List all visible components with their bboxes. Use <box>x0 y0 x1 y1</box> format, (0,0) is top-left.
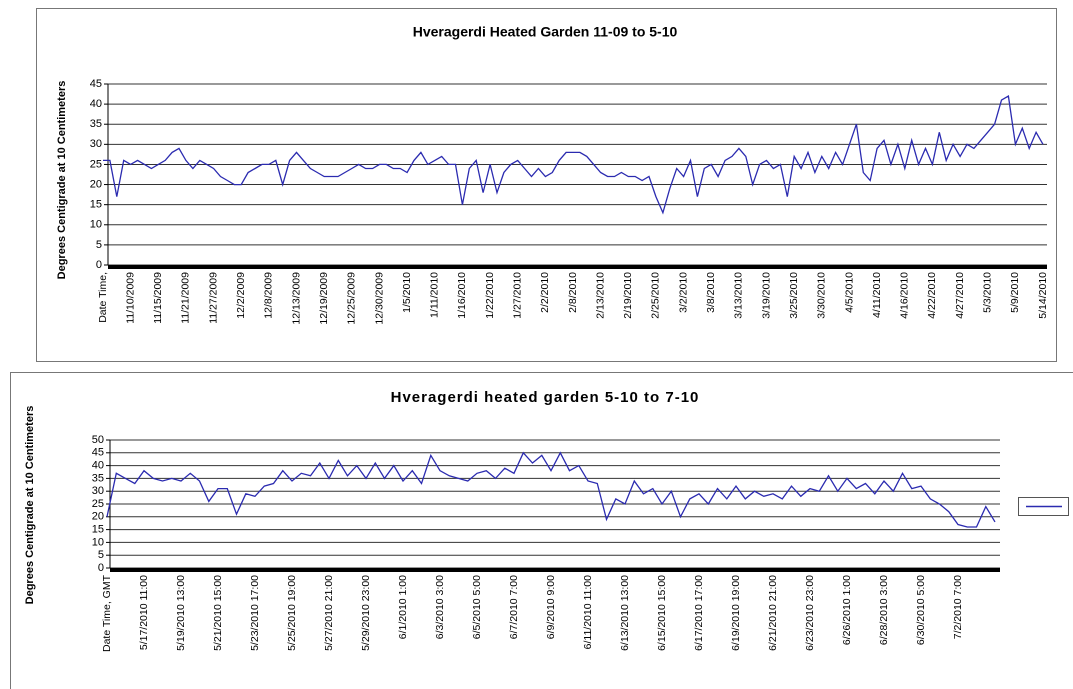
x-tick-label: 5/17/2010 11:00 <box>138 575 150 650</box>
x-tick-label: 1/11/2010 <box>429 272 441 318</box>
y-tick-label: 30 <box>90 138 102 150</box>
x-tick-label: 5/14/2010 <box>1037 272 1049 319</box>
x-tick-label: 7/2/2010 7:00 <box>952 575 964 639</box>
y-tick-label: 10 <box>90 219 102 231</box>
y-tick-label: 5 <box>98 549 104 561</box>
x-tick-label: 3/13/2010 <box>733 272 745 319</box>
y-axis-label: Degrees Centigrade at 10 Centimeters <box>56 81 68 280</box>
x-tick-label: 5/27/2010 21:00 <box>323 575 335 651</box>
y-tick-label: 25 <box>92 498 104 510</box>
y-tick-label: 5 <box>96 239 102 251</box>
x-tick-label: 6/1/2010 1:00 <box>397 575 409 639</box>
y-tick-label: 50 <box>92 434 104 446</box>
x-tick-label: 6/11/2010 11:00 <box>582 575 594 650</box>
x-tick-label: 12/13/2009 <box>290 272 302 325</box>
y-tick-label: 20 <box>92 511 104 523</box>
y-tick-label: 40 <box>92 460 104 472</box>
chart-frame <box>10 372 1073 689</box>
x-tick-label: 6/9/2010 9:00 <box>545 575 557 639</box>
x-tick-label: 11/21/2009 <box>180 272 192 324</box>
y-axis-label: Degrees Centigrade at 10 Centimeters <box>24 406 36 605</box>
y-tick-label: 45 <box>92 447 104 459</box>
x-tick-label: 4/27/2010 <box>954 272 966 319</box>
x-tick-label: 2/8/2010 <box>567 272 579 313</box>
chart-title: Hveragerdi heated garden 5-10 to 7-10 <box>391 389 700 406</box>
x-tick-label: 3/8/2010 <box>705 272 717 313</box>
x-tick-label: 1/16/2010 <box>456 272 468 319</box>
x-tick-label: 2/13/2010 <box>594 272 606 319</box>
x-tick-label: 6/13/2010 13:00 <box>619 575 631 651</box>
x-tick-label: 3/25/2010 <box>788 272 800 319</box>
x-tick-label: Date Time, GMT <box>101 574 113 652</box>
x-tick-label: 4/22/2010 <box>926 272 938 319</box>
y-tick-label: 35 <box>92 472 104 484</box>
x-tick-label: 3/2/2010 <box>677 272 689 313</box>
y-tick-label: 0 <box>98 562 104 574</box>
y-tick-label: 30 <box>92 485 104 497</box>
x-tick-label: Date Time, <box>97 272 109 323</box>
x-tick-label: 5/21/2010 15:00 <box>212 575 224 651</box>
x-tick-label: 5/9/2010 <box>1009 272 1021 313</box>
x-tick-label: 6/5/2010 5:00 <box>471 575 483 639</box>
x-tick-label: 4/5/2010 <box>843 272 855 313</box>
x-tick-label: 11/10/2009 <box>124 272 136 324</box>
x-tick-label: 2/25/2010 <box>650 272 662 319</box>
y-tick-label: 45 <box>90 78 102 90</box>
x-tick-label: 12/8/2009 <box>263 272 275 319</box>
data-line <box>106 451 996 528</box>
chart-title: Hveragerdi Heated Garden 11-09 to 5-10 <box>413 24 678 40</box>
x-tick-label: 6/17/2010 17:00 <box>693 575 705 651</box>
x-tick-label: 4/11/2010 <box>871 272 883 318</box>
x-tick-label: 6/15/2010 15:00 <box>656 575 668 651</box>
y-tick-label: 35 <box>90 118 102 130</box>
x-tick-label: 11/15/2009 <box>152 272 164 324</box>
x-tick-label: 5/25/2010 19:00 <box>286 575 298 651</box>
x-tick-label: 2/2/2010 <box>539 272 551 313</box>
x-tick-label: 4/16/2010 <box>899 272 911 319</box>
x-tick-label: 1/22/2010 <box>484 272 496 319</box>
x-tick-label: 12/25/2009 <box>346 272 358 325</box>
x-tick-label: 2/19/2010 <box>622 272 634 319</box>
x-tick-label: 6/7/2010 7:00 <box>508 575 520 639</box>
x-axis <box>108 265 1047 269</box>
x-tick-label: 5/29/2010 23:00 <box>360 575 372 651</box>
y-tick-label: 20 <box>90 178 102 190</box>
x-tick-label: 5/19/2010 13:00 <box>175 575 187 651</box>
x-tick-label: 12/2/2009 <box>235 272 247 319</box>
x-tick-label: 1/5/2010 <box>401 272 413 313</box>
y-tick-label: 15 <box>92 524 104 536</box>
x-tick-label: 6/26/2010 1:00 <box>841 575 853 645</box>
x-tick-label: 6/19/2010 19:00 <box>730 575 742 651</box>
x-tick-label: 5/23/2010 17:00 <box>249 575 261 651</box>
x-tick-label: 3/30/2010 <box>816 272 828 319</box>
x-tick-label: 6/23/2010 23:00 <box>804 575 816 651</box>
x-tick-label: 1/27/2010 <box>511 272 523 319</box>
x-tick-label: 6/21/2010 21:00 <box>767 575 779 651</box>
x-tick-label: 12/19/2009 <box>318 272 330 325</box>
x-tick-label: 6/30/2010 5:00 <box>915 575 927 645</box>
y-tick-label: 15 <box>90 199 102 211</box>
x-tick-label: 6/3/2010 3:00 <box>434 575 446 639</box>
y-tick-label: 10 <box>92 536 104 548</box>
y-tick-label: 40 <box>90 98 102 110</box>
data-line <box>103 95 1044 215</box>
x-tick-label: 6/28/2010 3:00 <box>878 575 890 645</box>
x-tick-label: 5/3/2010 <box>981 272 993 313</box>
y-tick-label: 0 <box>96 259 102 271</box>
x-tick-label: 3/19/2010 <box>760 272 772 319</box>
y-tick-label: 25 <box>90 158 102 170</box>
x-tick-label: 11/27/2009 <box>207 272 219 324</box>
x-tick-label: 12/30/2009 <box>373 272 385 325</box>
x-axis <box>110 568 1000 572</box>
